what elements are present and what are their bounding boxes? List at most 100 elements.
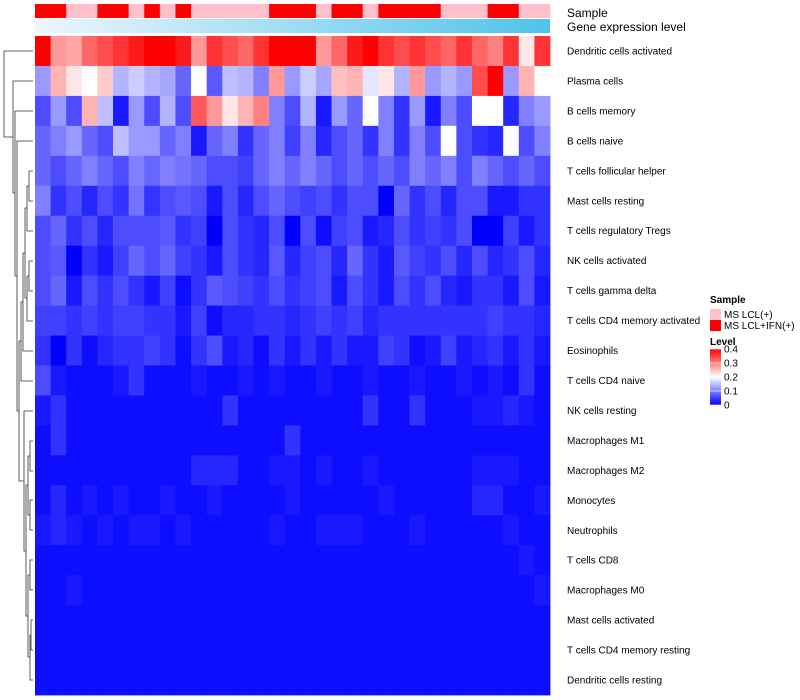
heatmap-cell-b-cells-memory-21 (347, 95, 364, 127)
heatmap-cell-macrophages-m2-18 (300, 455, 317, 486)
heatmap-cell-neutrophils-1 (35, 515, 52, 546)
heatmap-cell-t-cells-follicular-helper-23 (378, 155, 395, 187)
sample-annotation-cell-28 (456, 4, 473, 18)
heatmap-cell-mast-cells-activated-29 (471, 605, 488, 636)
heatmap-cell-macrophages-m2-26 (425, 455, 442, 486)
heatmap-cell-t-cells-follicular-helper-16 (269, 155, 286, 187)
legend-label-ms-lcl-ifn: MS LCL+IFN(+) (724, 321, 795, 332)
heatmap-cell-dendritic-cells-activated-33 (534, 36, 551, 67)
heatmap-cell-t-cells-follicular-helper-4 (81, 155, 98, 187)
heatmap-cell-t-cells-cd4-naive-31 (503, 365, 520, 396)
heatmap-cell-dendritic-cells-resting-18 (300, 665, 317, 696)
heatmap-cell-b-cells-naive-22 (362, 125, 379, 157)
heatmap-cell-macrophages-m2-17 (284, 455, 301, 486)
heatmap-cell-nk-cells-resting-4 (81, 395, 98, 426)
heatmap-cell-mast-cells-activated-9 (159, 605, 176, 636)
heatmap-cell-t-cells-cd8-9 (159, 545, 176, 576)
sample-annotation-cell-16 (269, 4, 286, 18)
heatmap-cell-neutrophils-5 (97, 515, 114, 546)
sample-annotation-cell-19 (315, 4, 332, 18)
heatmap-cell-eosinophils-7 (128, 335, 145, 366)
heatmap-cell-mast-cells-resting-22 (362, 185, 379, 217)
heatmap-cell-macrophages-m1-18 (300, 425, 317, 456)
heatmap-cell-t-cells-regulatory-tregs-9 (159, 215, 176, 247)
heatmap-cell-plasma-cells-28 (456, 65, 473, 97)
heatmap-cell-dendritic-cells-resting-10 (175, 665, 192, 696)
heatmap-cell-mast-cells-activated-10 (175, 605, 192, 636)
heatmap-cell-macrophages-m0-26 (425, 575, 442, 606)
heatmap-cell-dendritic-cells-activated-16 (269, 36, 286, 67)
heatmap-cell-b-cells-naive-12 (206, 125, 223, 157)
heatmap-cell-nk-cells-activated-31 (503, 245, 520, 277)
heatmap-cell-dendritic-cells-activated-5 (97, 36, 114, 67)
legend: Sample MS LCL(+) MS LCL+IFN(+) Level 0.4… (710, 295, 795, 412)
heatmap-cell-monocytes-19 (315, 485, 332, 516)
heatmap-cell-b-cells-naive-15 (253, 125, 270, 157)
heatmap-cell-t-cells-gamma-delta-22 (362, 275, 379, 306)
heatmap-cell-mast-cells-activated-23 (378, 605, 395, 636)
heatmap-cell-monocytes-21 (347, 485, 364, 516)
heatmap-cell-monocytes-2 (50, 485, 67, 516)
heatmap-cell-dendritic-cells-activated-10 (175, 36, 192, 67)
heatmap-cell-b-cells-naive-20 (331, 125, 348, 157)
heatmap-cell-macrophages-m0-21 (347, 575, 364, 606)
heatmap-cell-t-cells-cd4-naive-7 (128, 365, 145, 396)
heatmap-cell-t-cells-cd8-6 (113, 545, 130, 576)
heatmap-cell-nk-cells-resting-28 (456, 395, 473, 426)
heatmap-cell-t-cells-cd4-memory-resting-13 (222, 635, 239, 666)
heatmap-cell-t-cells-cd4-memory-activated-16 (269, 305, 286, 336)
heatmap-cell-t-cells-regulatory-tregs-28 (456, 215, 473, 247)
heatmap-cell-t-cells-cd8-29 (471, 545, 488, 576)
heatmap-cell-nk-cells-activated-6 (113, 245, 130, 277)
heatmap-cell-nk-cells-resting-31 (503, 395, 520, 426)
heatmap-cell-dendritic-cells-activated-18 (300, 36, 317, 67)
heatmap-cell-monocytes-31 (503, 485, 520, 516)
heatmap-cell-macrophages-m2-9 (159, 455, 176, 486)
heatmap-cell-t-cells-gamma-delta-3 (66, 275, 83, 306)
heatmap-cell-b-cells-memory-8 (144, 95, 161, 127)
gene-expression-annotation-label: Gene expression level (567, 20, 686, 34)
heatmap-cell-t-cells-regulatory-tregs-12 (206, 215, 223, 247)
heatmap-cell-nk-cells-activated-26 (425, 245, 442, 277)
heatmap-cell-t-cells-cd4-naive-27 (440, 365, 457, 396)
heatmap-cell-dendritic-cells-activated-9 (159, 36, 176, 67)
heatmap-cell-plasma-cells-3 (66, 65, 83, 97)
heatmap-cell-t-cells-cd4-naive-23 (378, 365, 395, 396)
heatmap-cell-t-cells-follicular-helper-6 (113, 155, 130, 187)
heatmap-cell-t-cells-regulatory-tregs-6 (113, 215, 130, 247)
heatmap-cell-b-cells-memory-19 (315, 95, 332, 127)
heatmap-cell-t-cells-cd8-31 (503, 545, 520, 576)
heatmap-cell-t-cells-follicular-helper-14 (237, 155, 254, 187)
sample-annotation-cell-27 (440, 4, 457, 18)
legend-level-tick-label: 0 (724, 401, 730, 412)
row-label-macrophages-m1: Macrophages M1 (567, 436, 645, 447)
heatmap-cell-t-cells-cd4-memory-resting-14 (237, 635, 254, 666)
heatmap-cell-b-cells-naive-9 (159, 125, 176, 157)
legend-swatch-ms-lcl (710, 309, 721, 320)
heatmap-cell-b-cells-memory-31 (503, 95, 520, 127)
heatmap-cell-t-cells-cd8-14 (237, 545, 254, 576)
legend-level-ticks: 0.4 0.3 0.2 0.1 0 (710, 345, 738, 412)
heatmap-cell-t-cells-regulatory-tregs-31 (503, 215, 520, 247)
heatmap-cell-dendritic-cells-resting-26 (425, 665, 442, 696)
heatmap-cell-dendritic-cells-resting-23 (378, 665, 395, 696)
heatmap-cell-monocytes-3 (66, 485, 83, 516)
heatmap-cell-nk-cells-activated-33 (534, 245, 551, 277)
heatmap-cell-macrophages-m0-28 (456, 575, 473, 606)
heatmap-cell-t-cells-cd8-15 (253, 545, 270, 576)
heatmap-cell-t-cells-follicular-helper-12 (206, 155, 223, 187)
heatmap-cell-mast-cells-activated-31 (503, 605, 520, 636)
heatmap-cell-t-cells-cd4-memory-resting-8 (144, 635, 161, 666)
sample-annotation-cell-11 (191, 4, 208, 18)
heatmap-cell-macrophages-m1-20 (331, 425, 348, 456)
sample-annotation-cell-29 (471, 4, 488, 18)
heatmap-cell-macrophages-m1-33 (534, 425, 551, 456)
legend-level-tick-label: 0.4 (724, 345, 738, 356)
row-label-mast-cells-activated: Mast cells activated (567, 616, 654, 627)
heatmap-cell-mast-cells-resting-31 (503, 185, 520, 217)
heatmap-cell-t-cells-regulatory-tregs-4 (81, 215, 98, 247)
row-labels: Dendritic cells activated Plasma cells B c… (567, 46, 700, 686)
heatmap-cell-t-cells-follicular-helper-33 (534, 155, 551, 187)
heatmap-cell-t-cells-cd4-naive-24 (393, 365, 410, 396)
heatmap-cell-monocytes-8 (144, 485, 161, 516)
